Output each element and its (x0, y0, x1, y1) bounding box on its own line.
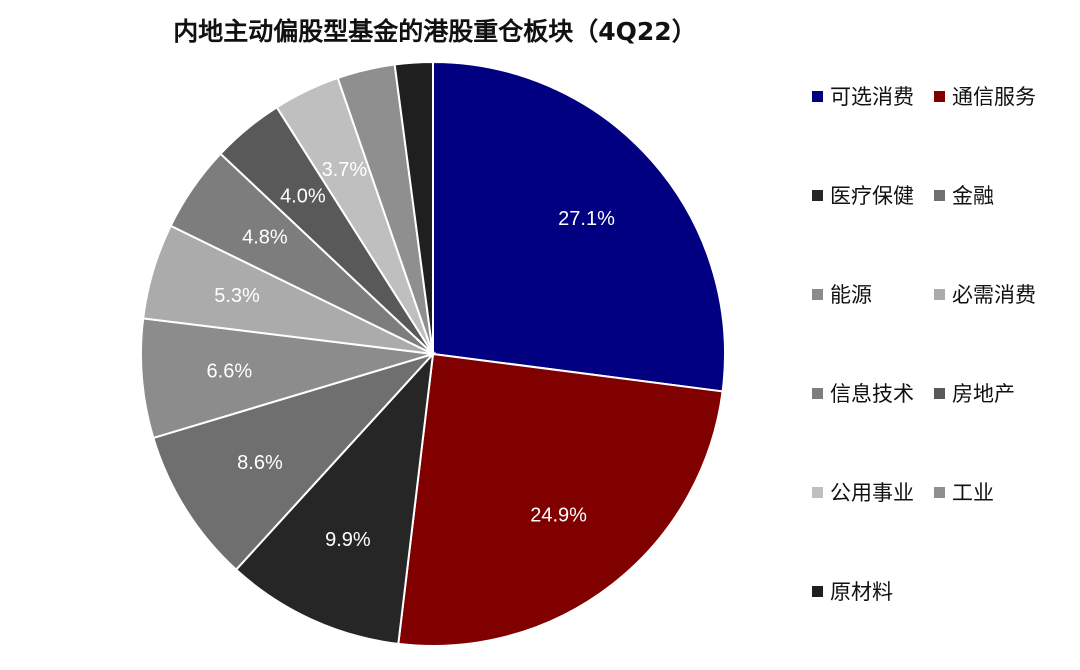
legend-swatch (934, 486, 945, 498)
legend-label: 可选消费 (830, 85, 914, 109)
data-label-4: 6.6% (207, 360, 253, 382)
pie-slice-0 (432, 60, 726, 393)
legend-label: 原材料 (830, 580, 893, 604)
legend-label: 房地产 (952, 382, 1015, 406)
data-label-0: 27.1% (558, 208, 615, 230)
legend-swatch (812, 189, 823, 201)
legend-label: 工业 (952, 481, 994, 505)
pie-slice-2 (234, 351, 435, 646)
legend-item-8: 公用事业 (812, 472, 934, 512)
legend-item-9: 工业 (934, 472, 1066, 512)
chart-title: 内地主动偏股型基金的港股重仓板块（4Q22） (173, 17, 697, 46)
legend-label: 信息技术 (830, 382, 914, 406)
legend-item-2: 医疗保健 (812, 175, 934, 215)
legend-item-0: 可选消费 (812, 76, 934, 116)
legend-swatch (812, 486, 823, 498)
pie-slice-4 (140, 317, 434, 440)
legend-swatch (812, 387, 823, 399)
data-label-8: 3.7% (322, 159, 368, 181)
legend-label: 公用事业 (830, 481, 914, 505)
legend-item-3: 金融 (934, 175, 1066, 215)
data-label-3: 8.6% (237, 452, 283, 474)
legend-item-6: 信息技术 (812, 373, 934, 413)
pie-slice-1 (397, 352, 724, 647)
data-label-7: 4.0% (280, 185, 326, 207)
data-label-5: 5.3% (214, 285, 260, 307)
legend: 可选消费 通信服务医疗保健 金融能源 必需消费信息技术 房地产公用事业 工业原材料 (812, 76, 1074, 670)
legend-label: 能源 (830, 283, 872, 307)
data-label-2: 9.9% (325, 529, 371, 551)
legend-swatch (934, 387, 945, 399)
legend-item-5: 必需消费 (934, 274, 1066, 314)
data-label-6: 4.8% (242, 227, 288, 249)
legend-swatch (934, 288, 945, 300)
legend-item-4: 能源 (812, 274, 934, 314)
legend-item-7: 房地产 (934, 373, 1066, 413)
pie-slice-10 (393, 60, 434, 355)
legend-label: 通信服务 (952, 85, 1036, 109)
legend-swatch (812, 288, 823, 300)
legend-swatch (934, 189, 945, 201)
pie-slice-3 (152, 352, 437, 572)
legend-swatch (812, 585, 823, 597)
legend-label: 医疗保健 (830, 184, 914, 208)
legend-item-10: 原材料 (812, 571, 934, 611)
data-label-1: 24.9% (530, 504, 587, 526)
legend-swatch (812, 90, 823, 102)
legend-label: 必需消费 (952, 283, 1036, 307)
legend-swatch (934, 90, 945, 102)
legend-item-1: 通信服务 (934, 76, 1066, 116)
legend-label: 金融 (952, 184, 994, 208)
pie-chart: 27.1% 24.9% 9.9% 8.6% 6.6% 5.3% 4.8% 4.0% 3.7% (140, 60, 726, 647)
